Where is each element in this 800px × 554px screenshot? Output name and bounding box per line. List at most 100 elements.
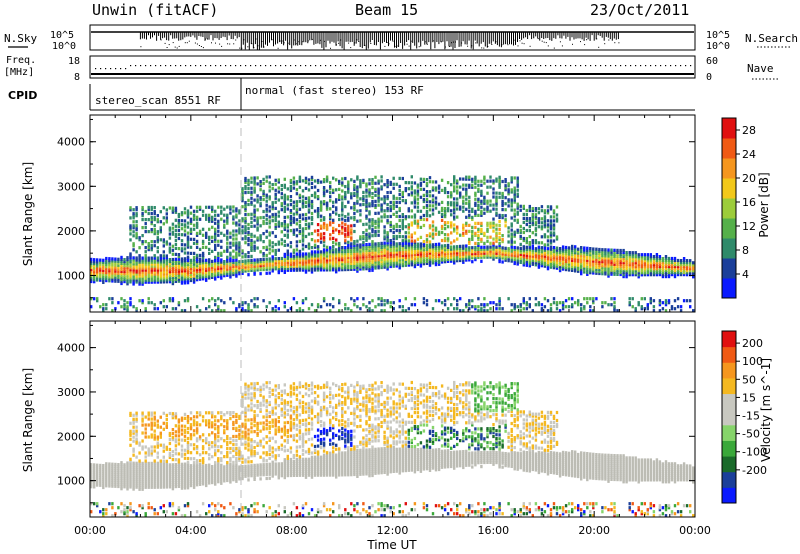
power-cell	[513, 240, 516, 244]
power-cell	[319, 236, 323, 240]
power-cell	[661, 263, 665, 267]
power-cell	[389, 244, 392, 249]
power-cell	[453, 245, 456, 249]
power-cell	[277, 180, 280, 184]
power-cell	[214, 227, 217, 231]
power-cell	[546, 267, 550, 271]
power-cell	[313, 195, 317, 199]
power-cell	[150, 222, 153, 226]
velocity-cell	[93, 481, 96, 485]
power-cell	[462, 309, 465, 313]
power-cell	[434, 299, 438, 303]
power-cell	[253, 268, 256, 272]
power-cell	[558, 265, 562, 269]
nsearch-point	[559, 41, 561, 43]
power-cell	[201, 265, 205, 269]
power-cell	[383, 235, 386, 239]
power-cell	[186, 245, 190, 249]
power-cell	[304, 234, 308, 239]
power-cell	[301, 189, 305, 193]
power-cell	[492, 225, 495, 229]
power-cell	[313, 260, 317, 264]
power-cell	[90, 257, 93, 261]
power-cell	[126, 270, 129, 274]
power-cell	[383, 231, 386, 235]
power-cell	[450, 191, 453, 195]
power-cell	[325, 225, 329, 229]
power-cell	[298, 264, 302, 268]
power-cell	[286, 187, 289, 191]
power-cell	[489, 179, 492, 183]
power-cell	[195, 233, 199, 237]
power-cell	[431, 200, 435, 204]
power-cell	[223, 272, 226, 276]
power-cell	[265, 199, 268, 203]
power-cell	[156, 220, 159, 224]
power-cell	[350, 257, 353, 261]
power-cell	[555, 254, 559, 258]
power-cell	[416, 252, 420, 256]
power-cell	[253, 176, 256, 180]
power-cell	[413, 195, 417, 199]
power-cell	[404, 309, 407, 313]
power-cell	[262, 267, 265, 272]
power-cell	[144, 280, 147, 284]
power-cell	[271, 267, 274, 271]
power-cell	[198, 273, 202, 277]
power-cell	[153, 240, 156, 244]
power-cell	[489, 255, 492, 259]
power-cell	[180, 223, 184, 227]
power-cell	[316, 250, 320, 254]
power-cell	[583, 264, 586, 268]
power-cell	[114, 265, 117, 269]
power-cell	[301, 252, 305, 256]
power-cell	[156, 278, 159, 282]
power-cell	[410, 215, 413, 219]
power-cell	[180, 239, 184, 243]
power-cell	[201, 251, 205, 255]
power-cell	[676, 258, 680, 263]
power-cell	[174, 259, 178, 263]
power-cell	[622, 254, 625, 259]
power-cell	[516, 260, 519, 264]
power-cell	[637, 269, 640, 273]
power-cell	[371, 250, 374, 254]
power-cell	[610, 252, 613, 256]
power-cell	[404, 189, 407, 193]
power-cell	[329, 246, 332, 250]
power-cell	[135, 280, 138, 284]
power-cell	[244, 237, 247, 241]
power-cell	[313, 266, 317, 270]
power-cell	[389, 264, 392, 269]
power-cell	[377, 223, 380, 227]
power-cell	[359, 263, 362, 267]
power-cell	[616, 262, 619, 266]
power-cell	[241, 271, 244, 275]
power-cell	[174, 252, 178, 256]
power-cell	[437, 262, 441, 266]
power-cell	[322, 264, 326, 268]
power-cell	[338, 256, 341, 260]
power-cell	[637, 257, 640, 261]
power-cell	[501, 234, 504, 238]
power-cell	[383, 259, 386, 263]
power-cell	[504, 258, 507, 262]
power-cell	[395, 256, 398, 260]
power-cell	[168, 242, 172, 246]
power-cell	[404, 245, 407, 249]
power-cell	[592, 261, 595, 265]
power-cell	[567, 256, 571, 260]
power-cell	[607, 264, 610, 268]
power-cell	[425, 192, 429, 196]
power-cell	[183, 219, 187, 223]
power-cell	[368, 244, 371, 248]
power-cell	[268, 301, 271, 305]
power-cell	[189, 211, 193, 215]
nave-point	[130, 65, 132, 67]
power-cell	[374, 264, 377, 268]
power-cell	[673, 307, 677, 311]
power-cell	[407, 235, 410, 239]
power-cell	[177, 253, 181, 257]
power-cell	[189, 245, 193, 249]
power-cell	[540, 248, 544, 252]
